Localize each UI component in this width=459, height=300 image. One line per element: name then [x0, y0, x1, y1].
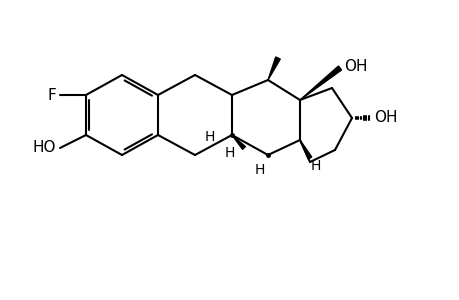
Text: OH: OH — [343, 58, 367, 74]
Polygon shape — [268, 57, 280, 80]
Polygon shape — [299, 66, 341, 100]
Text: H: H — [204, 130, 215, 144]
Text: H: H — [254, 163, 264, 177]
Text: HO: HO — [33, 140, 56, 155]
Polygon shape — [299, 140, 311, 159]
Polygon shape — [231, 135, 245, 149]
Text: H: H — [310, 159, 320, 173]
Text: H: H — [224, 146, 235, 160]
Text: OH: OH — [373, 110, 397, 125]
Text: F: F — [47, 88, 56, 103]
